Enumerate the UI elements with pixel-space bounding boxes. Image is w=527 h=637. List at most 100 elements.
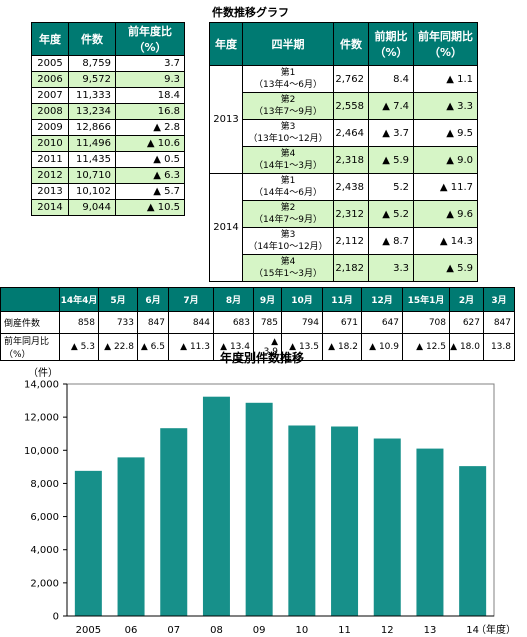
x-tick-label: 06 xyxy=(125,625,138,636)
quarter-label: 第3 （13年10～12月） xyxy=(242,119,334,147)
annual-ratio: ▲ 0.5 xyxy=(115,151,185,168)
bar-2005 xyxy=(74,470,102,616)
annual-row: 2014 9,044 ▲ 10.5 xyxy=(31,199,185,216)
quarter-header-count: 件数 xyxy=(333,22,369,66)
y-tick-label: 2,000 xyxy=(30,578,59,589)
annual-ratio: 9.3 xyxy=(115,71,185,88)
annual-count: 9,572 xyxy=(68,71,116,88)
monthly-value: ▲ 6.5 xyxy=(137,333,169,361)
monthly-row: 前年同月比 （%） ▲ 5.3 ▲ 22.8 ▲ 6.5 ▲ 11.3 ▲ 13.4 ▲ 3.… xyxy=(0,333,515,361)
annual-row: 2006 9,572 9.3 xyxy=(31,71,185,88)
x-tick-label: 2005 xyxy=(76,625,101,636)
monthly-value: 671 xyxy=(322,311,362,334)
annual-row: 2012 10,710 ▲ 6.3 xyxy=(31,167,185,184)
monthly-header-month: 14年4月 xyxy=(59,287,99,312)
monthly-value: 847 xyxy=(137,311,169,334)
quarter-count: 2,464 xyxy=(333,119,369,147)
annual-year: 2007 xyxy=(31,87,69,104)
quarter-prev-ratio: ▲ 7.4 xyxy=(368,92,414,120)
monthly-header-month: 11月 xyxy=(322,287,362,312)
quarter-header-row: 年度 四半期 件数 前期比 （%） 前年同期比 （%） xyxy=(209,22,478,66)
x-tick-label: 11 xyxy=(338,625,351,636)
quarter-count: 2,318 xyxy=(333,146,369,174)
monthly-value: 847 xyxy=(483,311,515,334)
monthly-value: 13.8 xyxy=(483,333,515,361)
annual-year: 2009 xyxy=(31,119,69,136)
quarter-label: 第2 （14年7～9月） xyxy=(242,200,334,228)
annual-ratio: 3.7 xyxy=(115,55,185,72)
y-tick-label: 0 xyxy=(53,612,59,623)
quarter-count: 2,438 xyxy=(333,173,369,201)
quarter-count: 2,762 xyxy=(333,65,369,93)
quarter-prev-ratio: ▲ 5.9 xyxy=(368,146,414,174)
monthly-value: ▲ 3.9 xyxy=(253,333,282,361)
quarter-yoy-ratio: ▲ 14.3 xyxy=(413,227,478,255)
quarter-yoy-ratio: ▲ 9.5 xyxy=(413,119,478,147)
quarter-yoy-ratio: ▲ 3.3 xyxy=(413,92,478,120)
annual-count: 11,496 xyxy=(68,135,116,152)
quarter-yoy-ratio: ▲ 9.0 xyxy=(413,146,478,174)
annual-year: 2006 xyxy=(31,71,69,88)
quarter-label: 第1 （14年4～6月） xyxy=(242,173,334,201)
quarter-year: 2013 xyxy=(209,65,243,174)
quarter-row: 第3 （14年10～12月） 2,112 ▲ 8.7 ▲ 14.3 xyxy=(210,227,478,255)
annual-bar-chart: 年度別件数推移 （件） 0 2,000 4,000 6,000 8,000 10,000 12,… xyxy=(24,350,516,636)
bar-11 xyxy=(331,426,359,616)
quarter-header-year: 年度 xyxy=(209,22,243,66)
annual-header-ratio: 前年度比 （%） xyxy=(115,22,185,56)
monthly-value: 683 xyxy=(213,311,254,334)
monthly-row: 倒産件数 858 733 847 844 683 785 794 671 647 708 627 847 xyxy=(0,311,515,334)
quarter-row: 第4 （14年1～3月） 2,318 ▲ 5.9 ▲ 9.0 xyxy=(210,146,478,174)
annual-count: 13,234 xyxy=(68,103,116,120)
y-tick-label: 6,000 xyxy=(30,512,59,523)
annual-ratio: ▲ 10.5 xyxy=(115,199,185,216)
quarter-count: 2,558 xyxy=(333,92,369,120)
quarter-row: 第4 （15年1～3月） 2,182 3.3 ▲ 5.9 xyxy=(210,254,478,282)
quarter-row: 2014 第1 （14年4～6月） 2,438 5.2 ▲ 11.7 xyxy=(209,173,478,282)
quarter-prev-ratio: ▲ 8.7 xyxy=(368,227,414,255)
quarter-yoy-ratio: ▲ 1.1 xyxy=(413,65,478,93)
x-tick-label: 09 xyxy=(253,625,266,636)
chart-title: 年度別件数推移 xyxy=(220,350,304,365)
y-tick-label: 10,000 xyxy=(24,446,59,457)
monthly-value: ▲ 18.2 xyxy=(322,333,362,361)
annual-year: 2011 xyxy=(31,151,69,168)
monthly-value: 708 xyxy=(402,311,450,334)
y-axis-unit: （件） xyxy=(28,367,58,379)
quarter-count: 2,112 xyxy=(333,227,369,255)
monthly-header-month: 2月 xyxy=(449,287,484,312)
annual-header-count: 件数 xyxy=(68,22,116,56)
annual-ratio: ▲ 2.8 xyxy=(115,119,185,136)
monthly-value: ▲ 13.4 xyxy=(213,333,254,361)
x-tick-label: 13 xyxy=(424,625,437,636)
quarter-header-yoy: 前年同期比 （%） xyxy=(413,22,478,66)
x-tick-label: 12 xyxy=(381,625,394,636)
x-tick-label: 07 xyxy=(167,625,180,636)
monthly-value: 844 xyxy=(168,311,214,334)
quarter-label: 第3 （14年10～12月） xyxy=(242,227,334,255)
annual-ratio: 18.4 xyxy=(115,87,185,104)
monthly-row-label: 前年同月比 （%） xyxy=(0,333,60,361)
quarter-prev-ratio: 5.2 xyxy=(368,173,414,201)
monthly-value: 647 xyxy=(361,311,403,334)
y-tick-label: 8,000 xyxy=(30,479,59,490)
quarter-label: 第2 （13年7～9月） xyxy=(242,92,334,120)
monthly-value: 785 xyxy=(253,311,282,334)
annual-count: 10,102 xyxy=(68,183,116,200)
monthly-header-month: 15年1月 xyxy=(402,287,450,312)
annual-table: 年度 件数 前年度比 （%） 2005 8,759 3.7 2006 9,572 9.3 20… xyxy=(31,22,185,216)
quarter-row: 第2 （13年7～9月） 2,558 ▲ 7.4 ▲ 3.3 xyxy=(210,92,478,120)
quarter-prev-ratio: ▲ 3.7 xyxy=(368,119,414,147)
quarter-yoy-ratio: ▲ 5.9 xyxy=(413,254,478,282)
bar-07 xyxy=(160,428,188,616)
bar-10 xyxy=(288,425,316,616)
y-tick-label: 14,000 xyxy=(24,380,59,391)
quarter-count: 2,182 xyxy=(333,254,369,282)
annual-year: 2012 xyxy=(31,167,69,184)
monthly-value: 794 xyxy=(281,311,323,334)
annual-row: 2009 12,866 ▲ 2.8 xyxy=(31,119,185,136)
bar-08 xyxy=(202,396,230,616)
annual-count: 9,044 xyxy=(68,199,116,216)
bar-06 xyxy=(117,457,145,616)
bar-13 xyxy=(416,448,444,616)
